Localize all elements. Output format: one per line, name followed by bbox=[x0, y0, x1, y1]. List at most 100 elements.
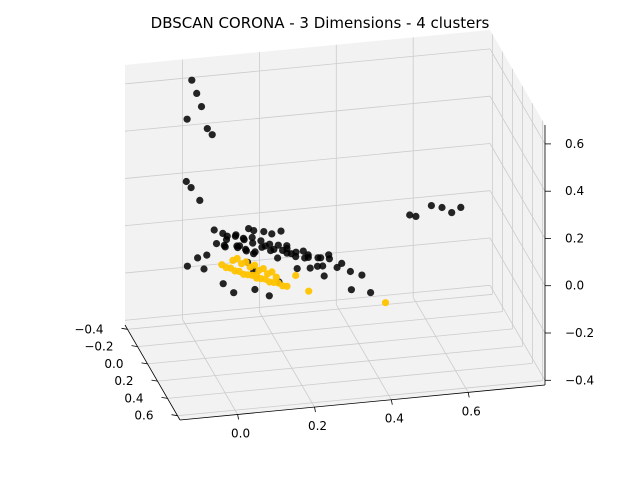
data-point-cluster bbox=[259, 265, 267, 273]
data-point-cluster bbox=[305, 287, 313, 295]
y-tick-label: 0.4 bbox=[124, 391, 143, 405]
y-tick-mark bbox=[161, 397, 168, 399]
y-tick-label: −0.4 bbox=[74, 322, 103, 336]
data-point-noise bbox=[274, 254, 282, 262]
z-tick-label: 0.6 bbox=[565, 137, 584, 151]
data-point-noise bbox=[194, 254, 202, 262]
floor-pane bbox=[125, 290, 545, 420]
data-point-noise bbox=[203, 125, 211, 133]
grid-line bbox=[335, 304, 392, 400]
data-point-noise bbox=[231, 232, 239, 240]
data-point-noise bbox=[222, 236, 231, 244]
data-point-noise bbox=[248, 233, 256, 242]
grid-line bbox=[124, 48, 491, 85]
data-point-noise bbox=[293, 265, 301, 273]
data-point-noise bbox=[347, 286, 355, 294]
data-point-noise bbox=[235, 242, 244, 250]
x-tick-label: 0.2 bbox=[308, 419, 327, 433]
grid-line bbox=[147, 328, 513, 365]
back-pane bbox=[125, 30, 490, 325]
x-tick-mark bbox=[314, 407, 316, 413]
x-tick-label: 0.6 bbox=[462, 404, 481, 418]
data-point-noise bbox=[261, 242, 269, 250]
data-point-noise bbox=[242, 247, 250, 255]
data-point-cluster bbox=[252, 271, 260, 279]
grid-line bbox=[412, 297, 469, 393]
z-tick-label: 0.0 bbox=[565, 279, 584, 293]
data-point-noise bbox=[249, 239, 257, 247]
grid-line bbox=[489, 143, 546, 239]
data-point-noise bbox=[320, 272, 328, 280]
side-pane bbox=[490, 30, 545, 385]
chart-title: DBSCAN CORONA - 3 Dimensions - 4 cluster… bbox=[150, 14, 490, 32]
data-point-noise bbox=[182, 177, 190, 186]
data-point-noise bbox=[219, 280, 227, 288]
x-tick-label: 0.0 bbox=[231, 427, 250, 441]
data-point-noise bbox=[203, 251, 211, 259]
data-point-noise bbox=[313, 262, 322, 270]
y-tick-mark bbox=[171, 414, 178, 417]
grid-lines bbox=[124, 34, 546, 417]
data-point-noise bbox=[287, 250, 295, 258]
grid-line bbox=[489, 190, 546, 286]
data-point-noise bbox=[250, 250, 258, 258]
data-point-noise bbox=[210, 226, 218, 234]
grid-line bbox=[124, 95, 491, 132]
data-point-noise bbox=[260, 228, 268, 236]
data-point-cluster bbox=[272, 273, 280, 281]
z-tick-label: 0.2 bbox=[565, 232, 584, 246]
z-tick-label: −0.2 bbox=[565, 326, 594, 340]
x-axis-line bbox=[179, 384, 546, 421]
grid-line bbox=[489, 95, 546, 192]
x-tick-label: 0.4 bbox=[385, 412, 404, 426]
data-point-noise bbox=[187, 184, 195, 192]
grid-line bbox=[157, 345, 523, 382]
data-point-noise bbox=[448, 209, 456, 217]
grid-line bbox=[489, 48, 546, 145]
data-point-cluster bbox=[233, 254, 241, 263]
grid-line bbox=[137, 311, 503, 347]
data-point-noise bbox=[367, 289, 375, 297]
y-tick-label: −0.2 bbox=[84, 340, 113, 354]
data-point-noise bbox=[319, 262, 327, 270]
data-point-noise bbox=[346, 267, 354, 276]
y-tick-mark bbox=[131, 345, 138, 347]
data-point-noise bbox=[188, 76, 196, 84]
data-point-noise bbox=[251, 285, 259, 294]
data-point-noise bbox=[200, 265, 208, 273]
data-point-noise bbox=[306, 264, 314, 272]
data-point-noise bbox=[333, 263, 341, 272]
grid-line bbox=[127, 293, 493, 330]
grid-line bbox=[124, 143, 491, 179]
data-point-noise bbox=[412, 212, 420, 220]
data-point-noise bbox=[317, 254, 325, 262]
grid-line bbox=[124, 284, 491, 321]
z-tick-label: −0.4 bbox=[565, 373, 594, 387]
y-tick-label: 0.2 bbox=[114, 374, 133, 388]
tick-labels: 0.0 0.2 0.4 0.6 −0.4 −0.2 0.0 0.2 0.4 0.6 −0.4 −0.2… bbox=[74, 137, 594, 441]
axis-lines bbox=[124, 125, 546, 421]
x-tick-mark bbox=[467, 392, 470, 398]
y-tick-mark bbox=[141, 362, 148, 365]
data-point-noise bbox=[406, 211, 414, 219]
y-tick-mark bbox=[121, 327, 128, 330]
data-point-noise bbox=[219, 229, 227, 237]
y-axis-line bbox=[124, 324, 181, 421]
data-point-noise bbox=[245, 225, 253, 233]
grid-line bbox=[489, 237, 546, 334]
grid-line bbox=[489, 285, 546, 381]
grid-line bbox=[182, 319, 238, 415]
data-point-noise bbox=[196, 196, 204, 204]
data-point-noise bbox=[183, 115, 191, 123]
data-point-cluster bbox=[283, 282, 291, 290]
grid-line bbox=[167, 363, 533, 399]
data-point-noise bbox=[197, 103, 206, 111]
data-point-noise bbox=[304, 251, 312, 259]
data-points bbox=[182, 76, 465, 307]
grid-line bbox=[259, 311, 315, 408]
y-tick-mark bbox=[151, 379, 158, 382]
data-point-cluster bbox=[268, 268, 276, 276]
x-tick-mark bbox=[390, 399, 393, 405]
data-point-noise bbox=[257, 237, 265, 245]
